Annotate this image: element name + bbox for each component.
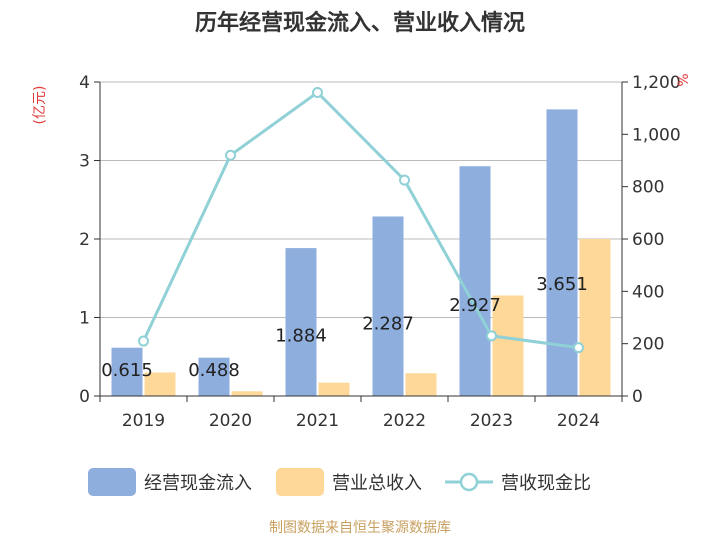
x-tick-label: 2023 bbox=[470, 411, 513, 431]
source-note: 制图数据来自恒生聚源数据库 bbox=[269, 520, 451, 536]
bar-data-label: 0.488 bbox=[188, 360, 240, 381]
line-point bbox=[399, 174, 410, 186]
line-point bbox=[486, 330, 497, 342]
bar-revenue bbox=[318, 382, 350, 396]
right-tick-label: 200 bbox=[632, 335, 664, 355]
bar-cash-inflow bbox=[372, 216, 404, 396]
x-tick-label: 2020 bbox=[209, 411, 252, 431]
line-series bbox=[138, 86, 584, 354]
right-tick-label: 800 bbox=[632, 178, 664, 198]
grid bbox=[100, 81, 622, 397]
legend-label: 经营现金流入 bbox=[144, 473, 252, 494]
bar-revenue bbox=[231, 391, 263, 396]
bar-cash-inflow bbox=[285, 248, 317, 396]
left-tick-label: 2 bbox=[79, 230, 90, 250]
line-point bbox=[573, 342, 584, 354]
bar-revenue bbox=[579, 239, 611, 396]
line-point bbox=[138, 335, 149, 347]
x-tick-label: 2021 bbox=[296, 411, 339, 431]
bar-data-label: 0.615 bbox=[101, 360, 153, 381]
left-tick-label: 0 bbox=[79, 387, 90, 407]
left-axis-unit: (亿元) bbox=[32, 86, 48, 125]
bar-data-label: 2.287 bbox=[362, 314, 414, 335]
right-tick-label: 400 bbox=[632, 282, 664, 302]
bar-cash-inflow bbox=[111, 347, 143, 396]
right-tick-label: 0 bbox=[632, 387, 643, 407]
legend-swatch bbox=[88, 468, 136, 496]
right-axis-unit: % bbox=[676, 73, 692, 86]
bar-data-label: 1.884 bbox=[275, 325, 327, 346]
legend-swatch-marker bbox=[459, 472, 479, 492]
x-tick-label: 2019 bbox=[122, 411, 165, 431]
line-point bbox=[225, 149, 236, 161]
right-tick-label: 600 bbox=[632, 230, 664, 250]
line-point bbox=[312, 86, 323, 98]
bar-revenue bbox=[492, 295, 524, 396]
legend-label: 营业总收入 bbox=[332, 473, 422, 494]
x-tick-label: 2022 bbox=[383, 411, 426, 431]
bar-cash-inflow bbox=[459, 166, 491, 396]
legend-label: 营收现金比 bbox=[501, 473, 591, 494]
bar-data-label: 2.927 bbox=[449, 295, 501, 316]
bar-data-label: 3.651 bbox=[536, 274, 588, 295]
line-path bbox=[142, 90, 579, 350]
bars bbox=[111, 109, 611, 397]
left-tick-label: 3 bbox=[79, 152, 90, 172]
bar-cash-inflow bbox=[198, 357, 230, 396]
axes: 0 1 2 3 4 0 200 400 600 800 1,000 1,200 (亿元)% 2019 202… bbox=[32, 73, 692, 431]
chart-title: 历年经营现金流入、营业收入情况 bbox=[195, 10, 525, 36]
bar-revenue bbox=[405, 373, 437, 396]
legend-swatch bbox=[276, 468, 324, 496]
bar-revenue bbox=[144, 372, 176, 396]
data-labels: 0.615 0.488 1.884 2.287 2.927 3.651 bbox=[101, 274, 588, 381]
right-tick-label: 1,200 bbox=[632, 73, 681, 93]
left-tick-label: 1 bbox=[79, 309, 90, 329]
legend: 经营现金流入 营业总收入 营收现金比 bbox=[88, 468, 591, 496]
x-tick-label: 2024 bbox=[557, 411, 600, 431]
bar-cash-inflow bbox=[546, 109, 578, 397]
right-tick-label: 1,000 bbox=[632, 125, 681, 145]
left-tick-label: 4 bbox=[79, 73, 90, 93]
